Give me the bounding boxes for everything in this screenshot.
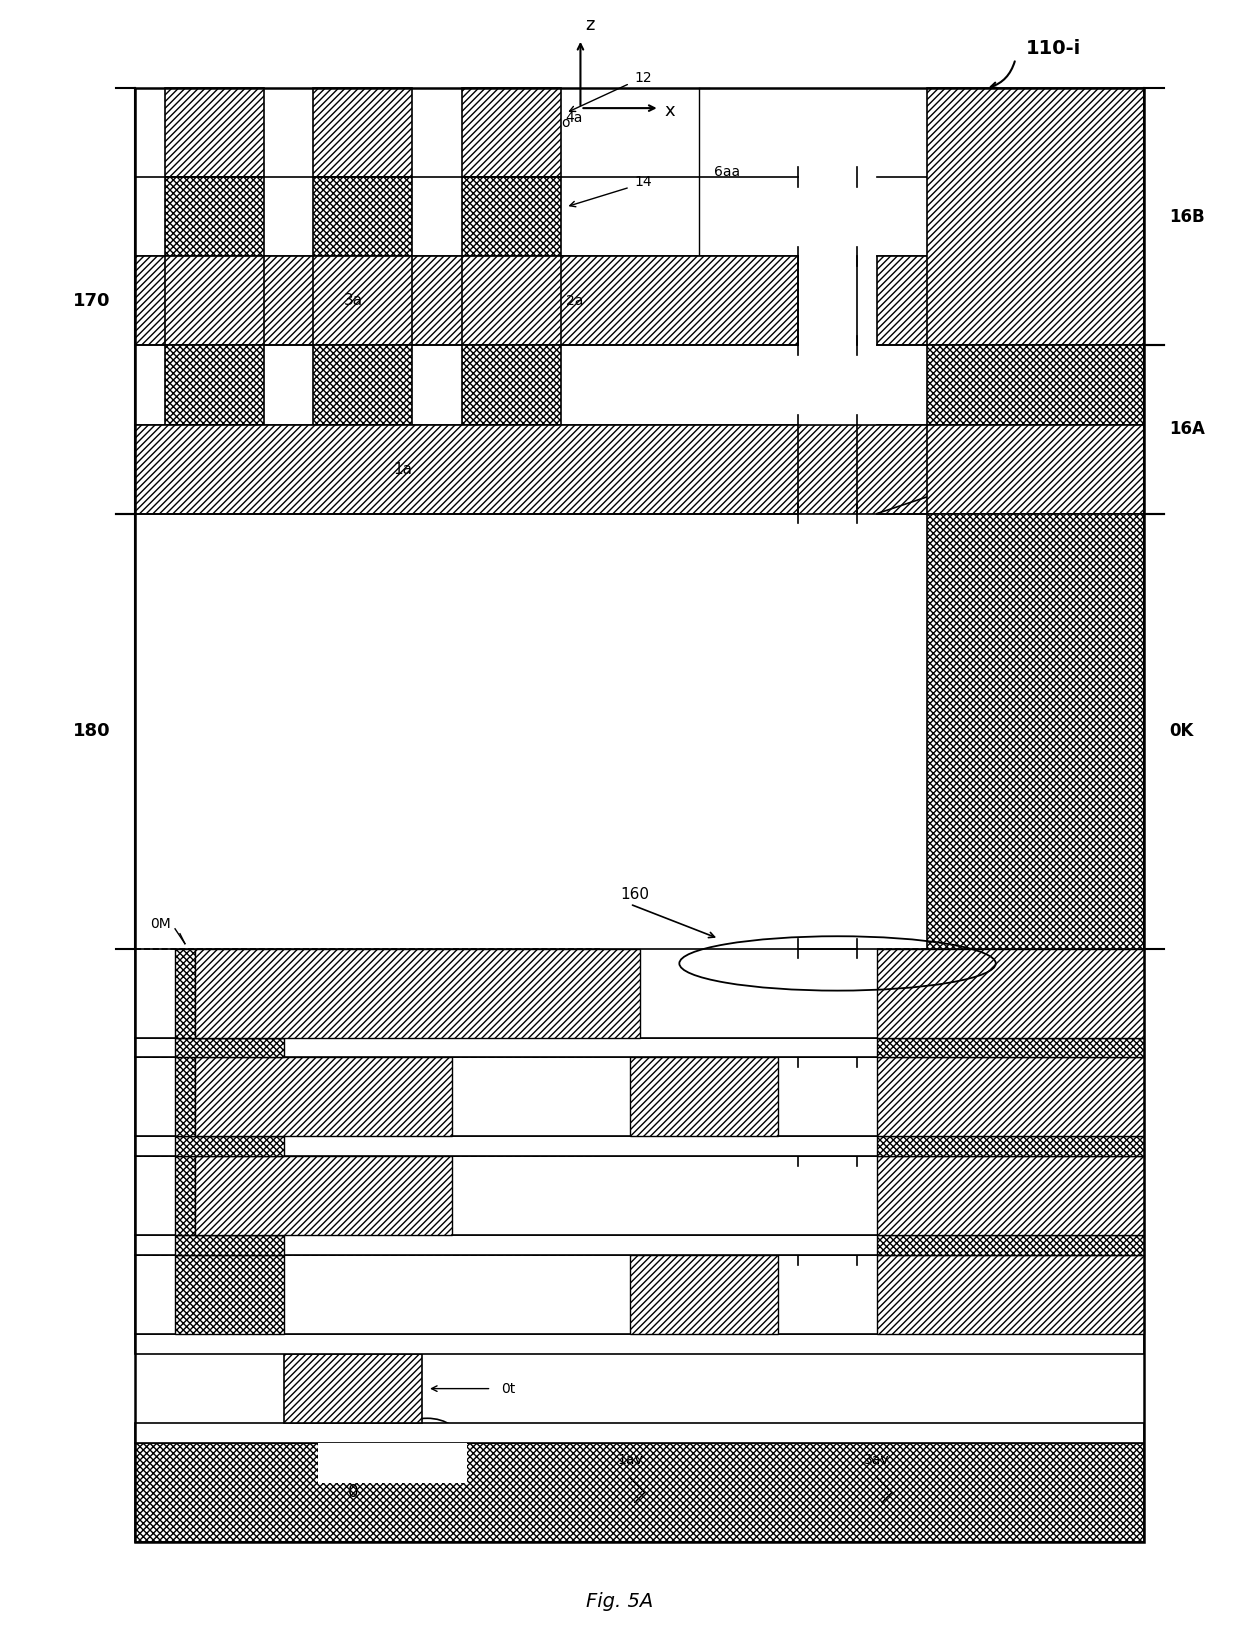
Text: 170: 170 bbox=[73, 292, 110, 310]
Bar bbox=[135, 1058, 1145, 1137]
Text: 1av: 1av bbox=[618, 1454, 642, 1467]
Bar bbox=[175, 1137, 284, 1157]
Text: 6aa: 6aa bbox=[714, 165, 740, 180]
Text: 0M: 0M bbox=[150, 917, 171, 931]
Bar bbox=[877, 949, 1145, 1038]
Bar bbox=[926, 89, 1145, 345]
Bar bbox=[135, 1236, 1145, 1256]
Bar bbox=[175, 949, 284, 1038]
Text: 3a: 3a bbox=[343, 294, 362, 309]
Bar bbox=[630, 1058, 779, 1137]
Bar bbox=[461, 89, 560, 177]
Bar bbox=[877, 256, 1145, 345]
Bar bbox=[195, 1157, 451, 1236]
Bar bbox=[877, 1038, 1145, 1058]
Bar bbox=[314, 345, 413, 424]
Text: 3av: 3av bbox=[864, 1454, 890, 1467]
Bar bbox=[165, 345, 264, 424]
Text: 16A: 16A bbox=[1169, 421, 1204, 439]
Bar bbox=[135, 256, 799, 345]
Bar bbox=[314, 256, 413, 345]
Bar bbox=[135, 89, 1145, 1541]
Text: 12: 12 bbox=[635, 71, 652, 86]
Bar bbox=[926, 345, 1145, 424]
Bar bbox=[195, 949, 640, 1038]
Text: 14: 14 bbox=[635, 175, 652, 190]
Bar bbox=[461, 256, 560, 345]
Bar bbox=[461, 177, 560, 256]
Text: 110-i: 110-i bbox=[1025, 40, 1080, 58]
Text: 160: 160 bbox=[620, 886, 649, 901]
Bar bbox=[877, 1256, 1145, 1335]
Bar bbox=[877, 1157, 1145, 1236]
Bar bbox=[165, 256, 264, 345]
Bar bbox=[175, 1236, 284, 1256]
Bar bbox=[461, 345, 560, 424]
Bar bbox=[175, 1256, 284, 1335]
Bar bbox=[175, 1157, 284, 1236]
Bar bbox=[877, 1058, 1145, 1137]
Bar bbox=[135, 1038, 1145, 1058]
Text: 180: 180 bbox=[73, 723, 110, 741]
Text: z: z bbox=[585, 16, 595, 35]
Text: 1a: 1a bbox=[393, 462, 412, 477]
Text: 2a: 2a bbox=[565, 294, 583, 309]
Text: Fig. 5A: Fig. 5A bbox=[587, 1592, 653, 1610]
Text: 0K: 0K bbox=[1169, 723, 1193, 741]
Bar bbox=[165, 177, 264, 256]
Bar bbox=[135, 1444, 1145, 1541]
Bar bbox=[630, 1256, 779, 1335]
Text: 4a: 4a bbox=[565, 111, 583, 125]
Bar bbox=[175, 1038, 284, 1058]
Bar bbox=[135, 1424, 1145, 1444]
Bar bbox=[135, 1256, 1145, 1335]
Bar bbox=[926, 424, 1145, 513]
Text: x: x bbox=[665, 102, 675, 120]
Bar bbox=[319, 1444, 466, 1483]
Bar bbox=[877, 1236, 1145, 1256]
Bar bbox=[135, 424, 976, 513]
Bar bbox=[314, 89, 413, 177]
Bar bbox=[175, 1058, 284, 1137]
Bar bbox=[135, 1157, 1145, 1236]
Bar bbox=[135, 1137, 1145, 1157]
Bar bbox=[135, 1335, 1145, 1355]
Bar bbox=[926, 513, 1145, 949]
Bar bbox=[314, 177, 413, 256]
Text: 0: 0 bbox=[347, 1483, 358, 1502]
Text: 0t: 0t bbox=[501, 1381, 516, 1396]
Bar bbox=[284, 1355, 423, 1424]
Text: 16B: 16B bbox=[1169, 208, 1204, 226]
Bar bbox=[165, 89, 264, 177]
Bar bbox=[877, 1137, 1145, 1157]
Text: o: o bbox=[562, 116, 570, 130]
Bar bbox=[195, 1058, 451, 1137]
Bar bbox=[135, 949, 1145, 1038]
